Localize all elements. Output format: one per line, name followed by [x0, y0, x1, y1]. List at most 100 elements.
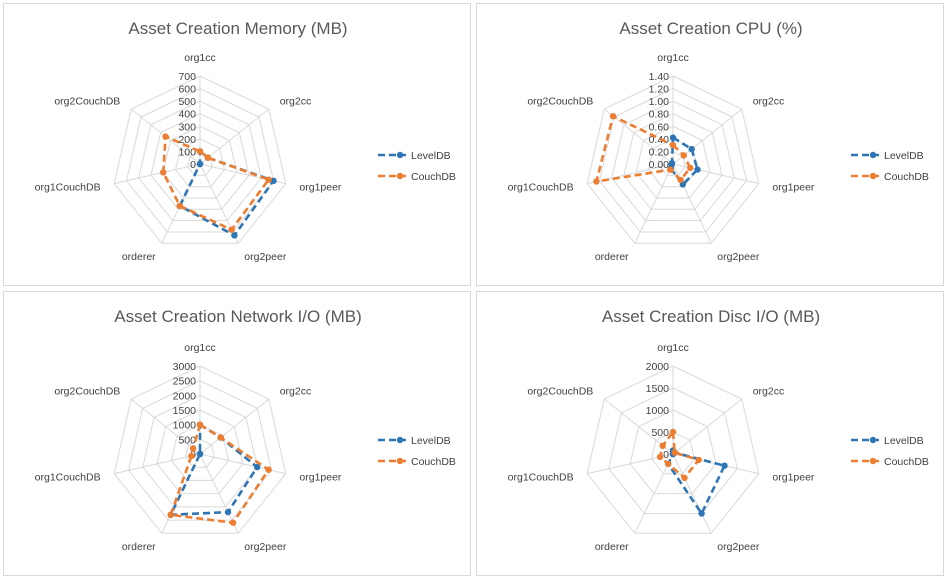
- disc-gridline: [651, 431, 695, 475]
- cpu-category-label: org2CouchDB: [527, 95, 593, 107]
- disc-gridline: [629, 409, 717, 495]
- network-spoke: [199, 398, 270, 455]
- memory-tick-label: 0: [190, 159, 196, 171]
- disc-point-couchdb: [681, 474, 688, 481]
- memory-category-label: org2peer: [244, 251, 287, 263]
- cpu-category-label: org2cc: [753, 95, 785, 107]
- disc-spoke: [672, 398, 743, 455]
- network-point-couchdb: [188, 452, 195, 460]
- memory-category-label: org1cc: [184, 52, 216, 64]
- disc-point-leveldb: [698, 510, 705, 517]
- disc-legend-label-leveldb: LevelDB: [884, 435, 924, 447]
- network-category-label: org2peer: [244, 541, 287, 553]
- network-tick-label: 3000: [173, 361, 197, 373]
- network-tick-label: 2000: [173, 390, 197, 402]
- memory-point-couchdb: [265, 176, 272, 183]
- memory-point-couchdb: [196, 148, 204, 155]
- memory-point-couchdb: [160, 169, 167, 176]
- network-spoke: [130, 398, 201, 455]
- memory-tick-label: 500: [178, 96, 196, 108]
- cpu-category-label: org2peer: [717, 251, 760, 263]
- cpu-point-couchdb: [669, 141, 677, 149]
- cpu-tick-label: 0.20: [649, 146, 670, 158]
- cpu-tick-label: 1.40: [649, 71, 670, 83]
- memory-point-leveldb: [231, 232, 238, 239]
- network-point-couchdb: [167, 511, 174, 518]
- memory-category-label: org2cc: [280, 95, 312, 107]
- network-chart-panel: Asset Creation Network I/O (MB)050010001…: [3, 291, 471, 576]
- cpu-tick-label: 0.80: [649, 109, 670, 121]
- cpu-point-couchdb: [677, 176, 684, 184]
- cpu-legend-marker-leveldb: [869, 151, 877, 159]
- network-category-label: org2cc: [280, 385, 312, 397]
- disc-category-label: org1CouchDB: [508, 472, 574, 484]
- network-gridline: [113, 365, 287, 534]
- memory-tick-label: 400: [178, 109, 196, 121]
- network-category-label: org2CouchDB: [54, 385, 120, 397]
- disc-point-couchdb: [659, 442, 666, 449]
- memory-tick-label: 100: [178, 146, 196, 158]
- network-tick-label: 2500: [173, 376, 197, 388]
- disc-chart-title: Asset Creation Disc I/O (MB): [602, 307, 820, 326]
- cpu-legend-label-couchdb: CouchDB: [884, 171, 929, 183]
- network-tick-label: 1500: [173, 405, 197, 417]
- memory-tick-label: 700: [178, 71, 196, 83]
- memory-gridline: [150, 113, 250, 210]
- disc-spoke: [634, 453, 674, 534]
- cpu-category-label: org1cc: [657, 52, 689, 64]
- memory-radar-chart: Asset Creation Memory (MB) 01002003004005…: [35, 19, 456, 263]
- network-point-couchdb: [217, 434, 224, 441]
- disc-category-label: org2cc: [753, 385, 785, 397]
- memory-category-label: org1CouchDB: [35, 182, 101, 194]
- network-category-label: org1CouchDB: [35, 472, 101, 484]
- disc-legend-marker-couchdb: [869, 457, 877, 465]
- memory-chart-panel: Asset Creation Memory (MB) 0 100 200 300 400 5…: [3, 3, 471, 286]
- memory-spoke: [199, 108, 270, 165]
- disc-tick-label: 0: [663, 449, 669, 461]
- memory-point-leveldb: [196, 160, 204, 168]
- memory-legend-label-couchdb: CouchDB: [411, 171, 456, 183]
- network-spoke: [199, 453, 286, 475]
- memory-tick-label: 600: [178, 84, 196, 96]
- cpu-point-couchdb: [687, 164, 694, 172]
- memory-tick-label: 300: [178, 121, 196, 133]
- disc-category-label: org2CouchDB: [527, 385, 593, 397]
- network-gridline: [156, 409, 244, 495]
- cpu-legend-marker-couchdb: [869, 172, 877, 180]
- cpu-tick-label: 0.60: [649, 121, 670, 133]
- disc-spoke: [672, 453, 712, 534]
- cpu-category-label: orderer: [595, 251, 629, 263]
- cpu-chart-panel: Asset Creation CPU (%) 0.00 0.20 0.40 0.60 0.…: [476, 3, 944, 286]
- cpu-tick-label: 1.00: [649, 96, 670, 108]
- disc-point-couchdb: [671, 449, 678, 456]
- network-point-couchdb: [265, 466, 272, 473]
- cpu-point-couchdb: [609, 113, 617, 120]
- memory-gridline: [125, 88, 275, 233]
- cpu-gridline: [611, 100, 735, 222]
- network-radar-chart: Asset Creation Network I/O (MB)050010001…: [35, 307, 456, 553]
- disc-tick-label: 2000: [646, 361, 670, 373]
- cpu-point-leveldb: [688, 145, 695, 153]
- disc-point-leveldb: [721, 462, 728, 469]
- memory-category-label: orderer: [122, 251, 156, 263]
- memory-legend-marker-leveldb: [396, 151, 404, 159]
- cpu-series-line-couchdb: [595, 114, 692, 183]
- disc-category-label: org1cc: [657, 342, 689, 354]
- disc-point-couchdb: [665, 460, 672, 468]
- disc-tick-label: 500: [651, 427, 669, 439]
- network-tick-label: 1000: [173, 420, 197, 432]
- disc-gridline: [586, 365, 760, 534]
- memory-legend-marker-couchdb: [396, 172, 404, 180]
- cpu-gridline: [586, 75, 760, 244]
- cpu-point-couchdb: [680, 152, 687, 159]
- disc-category-label: org2peer: [717, 541, 760, 553]
- network-legend-marker-couchdb: [396, 457, 404, 465]
- network-chart-title: Asset Creation Network I/O (MB): [114, 307, 362, 326]
- network-category-label: org1cc: [184, 342, 216, 354]
- network-point-leveldb: [196, 450, 204, 458]
- network-gridline: [142, 394, 258, 508]
- memory-point-couchdb: [228, 226, 235, 233]
- network-legend-label-couchdb: CouchDB: [411, 456, 456, 468]
- memory-gridline: [162, 125, 238, 199]
- disc-tick-label: 1500: [646, 383, 670, 395]
